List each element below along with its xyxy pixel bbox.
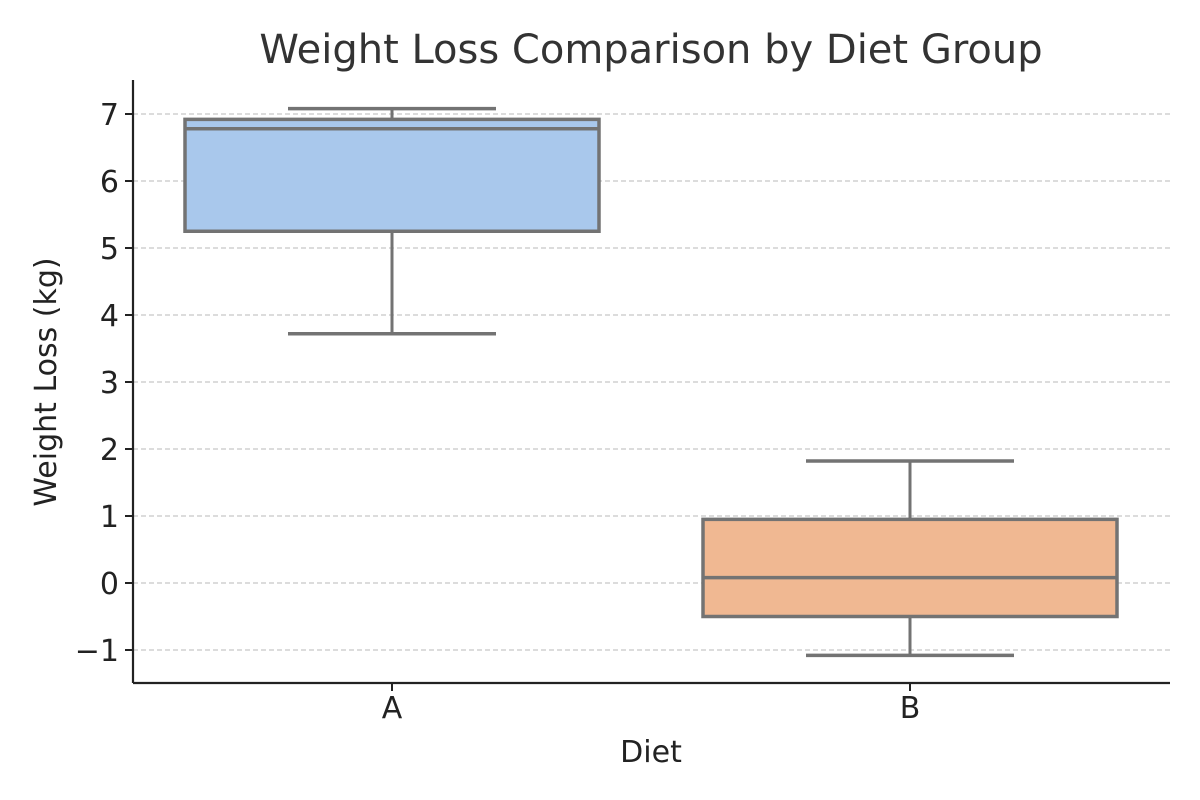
x-tick-label-b: B bbox=[900, 691, 921, 726]
y-tick-label: 0 bbox=[100, 567, 119, 602]
y-tick-label: 1 bbox=[100, 500, 119, 535]
chart-title: Weight Loss Comparison by Diet Group bbox=[259, 27, 1042, 73]
x-tick-label-a: A bbox=[382, 691, 403, 726]
y-tick-label: 6 bbox=[100, 165, 119, 200]
y-ticks: −1 0 1 2 3 4 5 6 7 bbox=[75, 98, 133, 669]
y-tick-label: 2 bbox=[100, 433, 119, 468]
iqr-box bbox=[701, 517, 1119, 619]
box-a bbox=[183, 106, 601, 336]
y-tick-label: 7 bbox=[100, 98, 119, 133]
y-tick-label: 3 bbox=[100, 366, 119, 401]
box-series bbox=[183, 106, 1119, 658]
y-tick-label: −1 bbox=[75, 634, 119, 669]
y-tick-label: 4 bbox=[100, 299, 119, 334]
y-tick-label: 5 bbox=[100, 232, 119, 267]
box-b bbox=[701, 459, 1119, 658]
y-axis-label: Weight Loss (kg) bbox=[29, 257, 64, 506]
iqr-box bbox=[183, 117, 601, 233]
x-axis-label: Diet bbox=[620, 735, 682, 770]
